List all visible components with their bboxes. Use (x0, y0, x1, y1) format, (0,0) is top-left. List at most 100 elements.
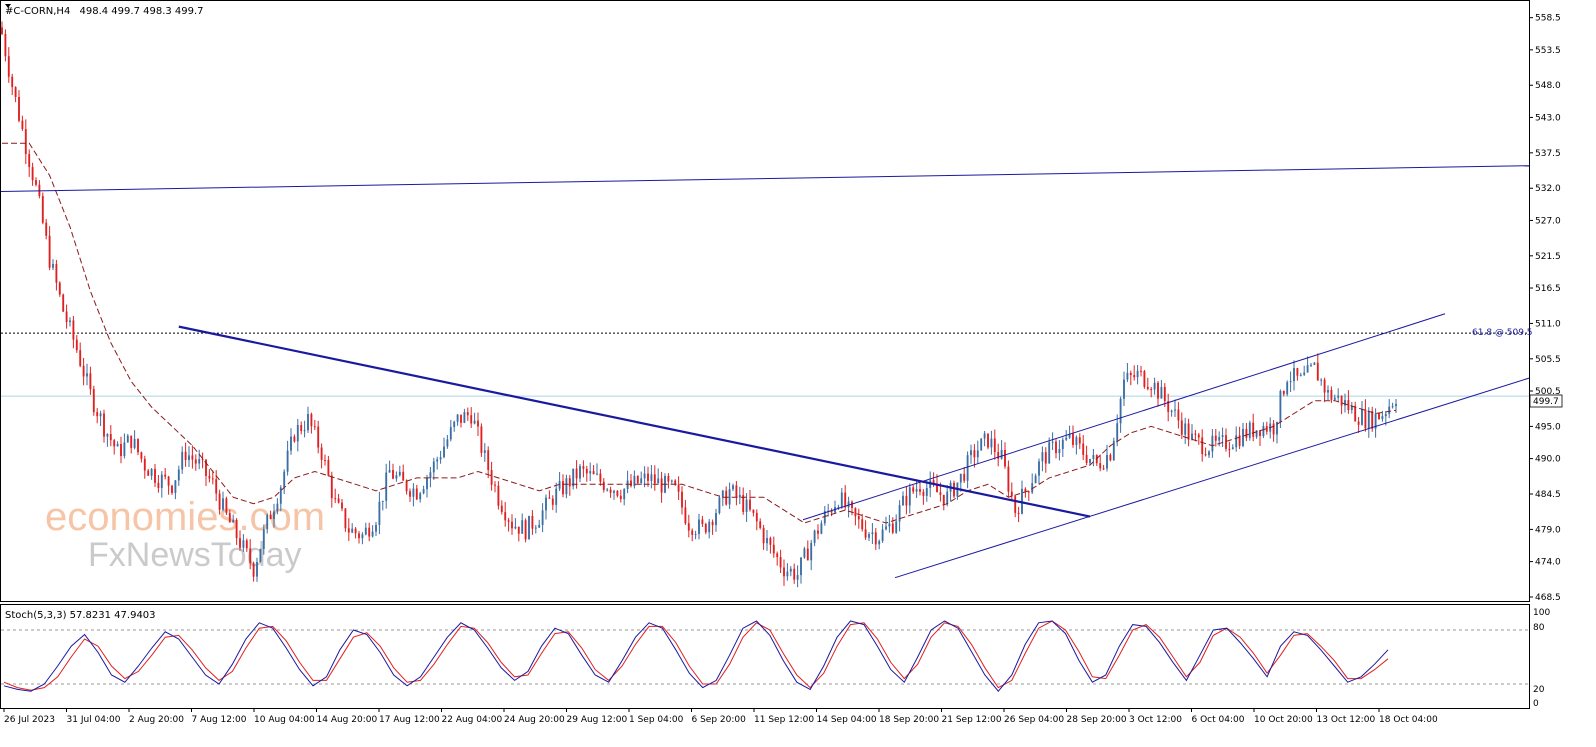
candle-down (518, 527, 520, 534)
candle-down (208, 476, 210, 478)
candle-down (912, 487, 914, 491)
candle-down (681, 492, 683, 508)
candle-down (402, 472, 404, 481)
candle-down (647, 474, 649, 481)
candle-down (171, 486, 173, 493)
candle-up (572, 469, 574, 487)
candle-down (769, 538, 771, 545)
candle-down (1018, 513, 1020, 514)
candle-up (596, 474, 598, 475)
candle-down (1371, 411, 1373, 428)
candle-up (565, 478, 567, 494)
candle-up (134, 439, 136, 448)
candle-up (1395, 404, 1397, 406)
candle-down (773, 545, 775, 554)
candle-down (1364, 409, 1366, 428)
candle-up (429, 472, 431, 478)
candle-down (994, 439, 996, 452)
symbol-label: #C-CORN,H4 (5, 6, 70, 17)
candle-down (497, 486, 499, 506)
candle-up (1160, 387, 1162, 399)
candle-down (531, 516, 533, 529)
candle-down (1358, 421, 1360, 424)
candle-up (732, 485, 734, 489)
candle-up (423, 489, 425, 493)
stoch-level-80: 80 (1533, 623, 1545, 633)
chart-title: #C-CORN,H4 498.4 499.7 498.3 499.7 (5, 6, 204, 17)
candle-down (1109, 455, 1111, 460)
candle-down (630, 481, 632, 486)
candle-up (555, 489, 557, 505)
candle-down (4, 34, 6, 56)
candle-down (89, 373, 91, 389)
candle-down (851, 502, 853, 508)
candle-down (42, 196, 44, 223)
candle-up (52, 264, 54, 268)
candle-down (854, 508, 856, 516)
x-tick-label: 31 Jul 04:00 (67, 715, 121, 725)
candle-up (1344, 400, 1346, 406)
watermark-line2: FxNewsToday (88, 536, 302, 574)
candle-down (147, 471, 149, 476)
candle-down (501, 506, 503, 512)
candle-down (229, 513, 231, 523)
candle-down (32, 167, 34, 180)
x-tick-label: 1 Sep 04:00 (629, 715, 684, 725)
candle-up (623, 489, 625, 499)
candle-up (871, 532, 873, 534)
candle-up (100, 413, 102, 416)
candle-down (314, 426, 316, 427)
candle-down (678, 485, 680, 492)
candle-down (1201, 437, 1203, 454)
candle-down (1273, 424, 1275, 435)
candle-up (885, 526, 887, 529)
candle-down (202, 459, 204, 460)
candle-down (93, 389, 95, 412)
candle-down (1130, 373, 1132, 375)
candle-up (1062, 440, 1064, 449)
candle-up (412, 489, 414, 497)
candle-down (1099, 463, 1101, 468)
candle-up (708, 522, 710, 532)
x-tick-label: 24 Aug 20:00 (504, 715, 565, 725)
candle-down (939, 492, 941, 495)
candle-down (368, 528, 370, 537)
candle-down (310, 414, 312, 426)
candle-up (1065, 438, 1067, 440)
candle-up (926, 488, 928, 496)
candle-down (1198, 435, 1200, 438)
candle-down (576, 469, 578, 479)
candle-down (793, 569, 795, 580)
candle-down (749, 500, 751, 510)
candle-down (1103, 468, 1105, 469)
candle-up (650, 474, 652, 481)
candle-down (72, 320, 74, 339)
y-tick-label: 527.0 (1535, 216, 1561, 226)
candle-up (484, 450, 486, 453)
candle-up (1327, 390, 1329, 393)
candle-up (242, 540, 244, 547)
candle-up (786, 572, 788, 577)
candle-down (1082, 444, 1084, 455)
candle-up (232, 520, 234, 522)
candle-down (168, 477, 170, 486)
candle-up (1174, 409, 1176, 410)
stoch-panel (1, 605, 1530, 709)
candle-up (106, 434, 108, 437)
candle-down (344, 509, 346, 529)
candle-up (426, 478, 428, 489)
candle-down (1086, 455, 1088, 463)
candle-down (144, 459, 146, 471)
candle-down (892, 524, 894, 533)
candle-down (1354, 406, 1356, 421)
candle-down (355, 529, 357, 534)
candle-up (86, 373, 88, 376)
y-tick-label: 490.0 (1535, 455, 1561, 465)
candle-down (324, 460, 326, 461)
candle-down (1215, 436, 1217, 441)
candle-down (586, 469, 588, 474)
x-tick-label: 2 Aug 20:00 (129, 715, 184, 725)
candle-up (181, 452, 183, 470)
candle-up (1001, 450, 1003, 459)
candle-down (1194, 434, 1196, 435)
